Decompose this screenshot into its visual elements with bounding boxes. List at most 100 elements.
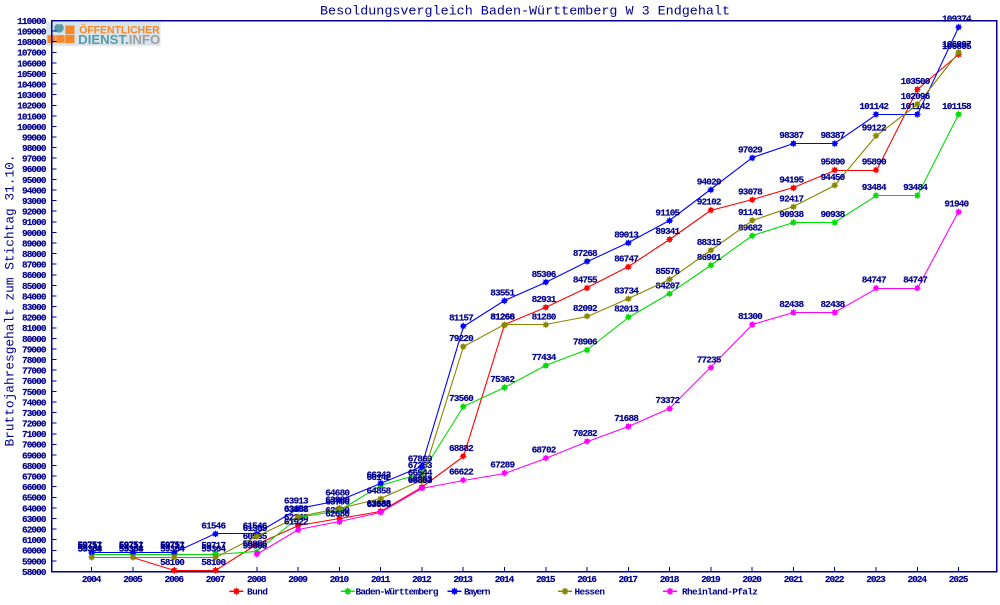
svg-text:2014: 2014 xyxy=(495,574,515,585)
svg-text:71688: 71688 xyxy=(614,413,639,424)
svg-text:86000: 86000 xyxy=(22,270,47,281)
svg-text:64680: 64680 xyxy=(325,487,350,498)
svg-text:78000: 78000 xyxy=(22,355,47,366)
svg-text:61000: 61000 xyxy=(22,535,47,546)
svg-text:59364: 59364 xyxy=(78,544,103,555)
svg-text:65863: 65863 xyxy=(408,475,433,486)
svg-text:DIENST.INFO: DIENST. INFO xyxy=(78,33,160,47)
svg-text:94000: 94000 xyxy=(22,185,47,196)
svg-text:81157: 81157 xyxy=(449,313,474,324)
svg-text:59751: 59751 xyxy=(78,540,103,551)
svg-text:78906: 78906 xyxy=(573,337,598,348)
svg-text:59363: 59363 xyxy=(119,544,144,555)
svg-text:89682: 89682 xyxy=(738,222,763,233)
svg-text:59717: 59717 xyxy=(201,540,226,551)
svg-text:79000: 79000 xyxy=(22,344,47,355)
svg-text:75000: 75000 xyxy=(22,387,47,398)
svg-text:95000: 95000 xyxy=(22,175,47,186)
svg-text:2022: 2022 xyxy=(825,574,845,585)
svg-text:71000: 71000 xyxy=(22,429,47,440)
svg-text:86901: 86901 xyxy=(697,252,722,263)
svg-text:82438: 82438 xyxy=(779,299,804,310)
svg-text:96000: 96000 xyxy=(22,164,47,175)
svg-text:82931: 82931 xyxy=(532,294,557,305)
svg-text:101000: 101000 xyxy=(17,111,47,122)
svg-text:2024: 2024 xyxy=(908,574,928,585)
svg-text:68882: 68882 xyxy=(449,443,474,454)
svg-text:77235: 77235 xyxy=(697,354,722,365)
svg-text:58100: 58100 xyxy=(160,557,185,568)
svg-text:58100: 58100 xyxy=(201,557,226,568)
svg-text:59000: 59000 xyxy=(22,556,47,567)
svg-text:2019: 2019 xyxy=(701,574,721,585)
svg-text:81000: 81000 xyxy=(22,323,47,334)
svg-text:2008: 2008 xyxy=(247,574,267,585)
svg-text:63980: 63980 xyxy=(325,495,350,506)
svg-text:74000: 74000 xyxy=(22,397,47,408)
svg-text:82438: 82438 xyxy=(821,299,846,310)
svg-text:94195: 94195 xyxy=(779,175,804,186)
svg-text:95890: 95890 xyxy=(862,157,887,168)
svg-text:66000: 66000 xyxy=(22,482,47,493)
svg-text:93078: 93078 xyxy=(738,186,763,197)
svg-text:2007: 2007 xyxy=(206,574,226,585)
svg-text:94020: 94020 xyxy=(697,176,722,187)
svg-text:61546: 61546 xyxy=(201,521,226,532)
svg-text:100000: 100000 xyxy=(17,122,47,133)
svg-text:63152: 63152 xyxy=(284,504,309,515)
svg-text:107000: 107000 xyxy=(17,48,47,59)
svg-text:93484: 93484 xyxy=(862,182,887,193)
svg-text:Bayern: Bayern xyxy=(464,587,491,598)
svg-text:80000: 80000 xyxy=(22,334,47,345)
svg-text:65000: 65000 xyxy=(22,493,47,504)
svg-text:2023: 2023 xyxy=(866,574,886,585)
svg-text:59751: 59751 xyxy=(160,540,185,551)
svg-text:59717: 59717 xyxy=(119,540,144,551)
svg-text:66544: 66544 xyxy=(408,468,433,479)
svg-text:ÖFFENTLICHER: ÖFFENTLICHER xyxy=(79,24,160,37)
svg-text:73000: 73000 xyxy=(22,408,47,419)
svg-text:95890: 95890 xyxy=(821,157,846,168)
svg-text:66622: 66622 xyxy=(449,467,474,478)
svg-text:2009: 2009 xyxy=(288,574,308,585)
svg-text:81280: 81280 xyxy=(532,311,557,322)
svg-text:64858: 64858 xyxy=(367,485,392,496)
svg-text:99122: 99122 xyxy=(862,122,887,133)
svg-text:59363: 59363 xyxy=(78,544,103,555)
svg-text:101142: 101142 xyxy=(859,101,889,112)
svg-text:110000: 110000 xyxy=(17,16,47,27)
svg-text:2018: 2018 xyxy=(660,574,680,585)
svg-text:84000: 84000 xyxy=(22,291,47,302)
svg-text:Besoldungsvergleich Baden-Würt: Besoldungsvergleich Baden-Württemberg W … xyxy=(320,4,730,19)
svg-text:91000: 91000 xyxy=(22,217,47,228)
svg-text:66142: 66142 xyxy=(367,472,392,483)
svg-text:67869: 67869 xyxy=(408,454,433,465)
svg-text:2012: 2012 xyxy=(412,574,432,585)
svg-text:59717: 59717 xyxy=(160,540,185,551)
svg-text:86747: 86747 xyxy=(614,254,639,265)
svg-text:90938: 90938 xyxy=(821,209,846,220)
svg-text:2006: 2006 xyxy=(165,574,185,585)
svg-text:98000: 98000 xyxy=(22,143,47,154)
svg-text:84747: 84747 xyxy=(903,275,928,286)
svg-text:62000: 62000 xyxy=(22,525,47,536)
svg-text:82013: 82013 xyxy=(614,304,639,315)
svg-text:87268: 87268 xyxy=(573,248,598,259)
svg-text:82092: 82092 xyxy=(573,303,598,314)
svg-text:97029: 97029 xyxy=(738,145,763,156)
svg-text:84747: 84747 xyxy=(862,275,887,286)
svg-text:63588: 63588 xyxy=(367,499,392,510)
svg-text:91940: 91940 xyxy=(944,199,969,210)
svg-text:81266: 81266 xyxy=(490,312,515,323)
svg-text:72000: 72000 xyxy=(22,419,47,430)
svg-text:92000: 92000 xyxy=(22,207,47,218)
svg-text:67000: 67000 xyxy=(22,472,47,483)
svg-text:63688: 63688 xyxy=(367,498,392,509)
svg-text:93000: 93000 xyxy=(22,196,47,207)
svg-text:68702: 68702 xyxy=(532,445,557,456)
svg-text:Rheinland-Pfalz: Rheinland-Pfalz xyxy=(682,587,758,598)
svg-text:70000: 70000 xyxy=(22,440,47,451)
svg-text:Baden-Württemberg: Baden-Württemberg xyxy=(356,587,439,598)
svg-text:84755: 84755 xyxy=(573,275,598,286)
svg-text:75362: 75362 xyxy=(490,374,515,385)
